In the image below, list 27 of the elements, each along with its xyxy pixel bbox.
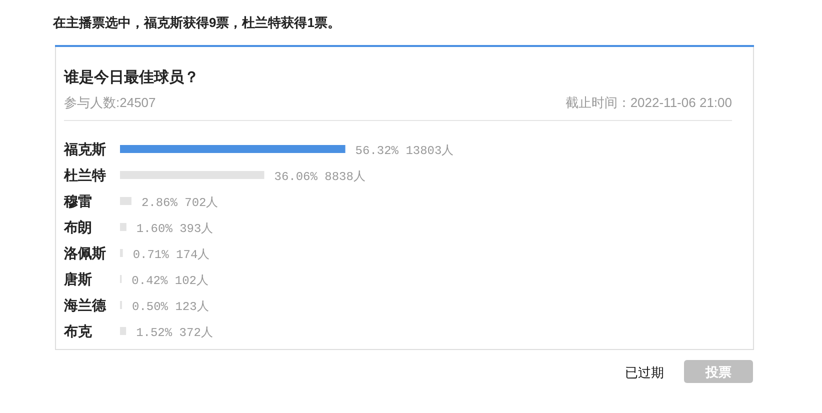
y-tick-label: 杜兰特 bbox=[63, 167, 106, 183]
y-tick-label: 唐斯 bbox=[63, 271, 92, 287]
data-label: 0.71% 174人 bbox=[132, 248, 210, 262]
chart-title: 在主播票选中，福克斯获得9票，杜兰特获得1票。 bbox=[52, 15, 340, 30]
y-tick-label: 布朗 bbox=[63, 219, 92, 235]
bar bbox=[120, 171, 264, 179]
y-tick-label: 福克斯 bbox=[63, 141, 106, 157]
text: 已过期 bbox=[625, 365, 664, 380]
bar bbox=[120, 145, 346, 153]
bar bbox=[120, 327, 126, 335]
y-tick-label: 穆雷 bbox=[63, 193, 92, 209]
data-label: 0.42% 102人 bbox=[132, 274, 208, 288]
button: 投票 bbox=[684, 360, 753, 383]
data-label: 36.06% 8838人 bbox=[274, 170, 366, 184]
bar bbox=[120, 197, 132, 205]
data-label: 1.52% 372人 bbox=[136, 326, 213, 340]
chart-subtitle: 谁是今日最佳球员？ bbox=[63, 69, 199, 86]
text: 参与人数:24507 bbox=[64, 95, 156, 110]
y-tick-label: 海兰德 bbox=[63, 297, 107, 313]
text: 截止时间：2022-11-06 21:00 bbox=[565, 95, 732, 110]
data-label: 56.32% 13803人 bbox=[355, 144, 454, 158]
bar bbox=[120, 223, 126, 231]
y-tick-label: 布克 bbox=[63, 323, 93, 339]
data-label: 0.50% 123人 bbox=[132, 300, 209, 314]
data-label: 2.86% 702人 bbox=[141, 196, 218, 210]
y-tick-label: 洛佩斯 bbox=[63, 245, 106, 261]
data-label: 1.60% 393人 bbox=[136, 222, 214, 236]
